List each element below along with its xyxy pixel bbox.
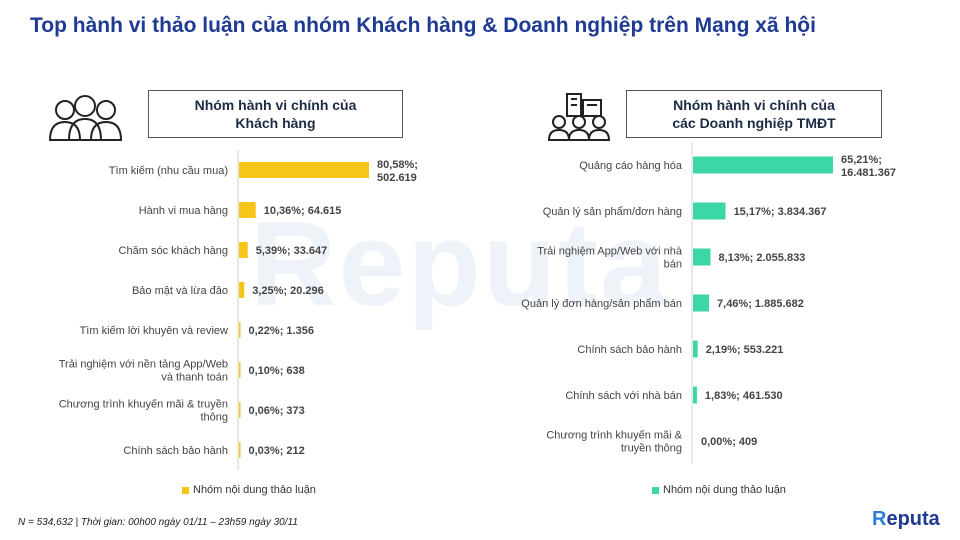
page-title: Top hành vi thảo luận của nhóm Khách hàn… (30, 14, 816, 37)
category-label: Chính sách bảo hành (123, 445, 228, 457)
business-people-icon (547, 93, 611, 141)
data-label: 8,13%; 2.055.833 (718, 252, 805, 264)
category-label: Quảng cáo hàng hóa (579, 160, 683, 172)
category-label: Trải nghiệm với nền tảng App/Web và thanh… (59, 359, 228, 384)
bar (693, 156, 833, 174)
watermark: Reputa (250, 197, 669, 331)
category-label: Quản lý đơn hàng/sản phẩm bán (521, 298, 682, 310)
business-legend: Nhóm nội dung thảo luận (652, 484, 786, 496)
reputa-logo: Reputa (872, 508, 940, 530)
business-header-text: Nhóm hành vi chính của các Doanh nghiệp … (672, 97, 836, 131)
category-label: Chăm sóc khách hàng (119, 245, 228, 257)
data-label: 7,46%; 1.885.682 (717, 298, 804, 310)
data-label: 10,36%; 64.615 (264, 205, 342, 217)
data-label: 2,19%; 553.221 (706, 344, 784, 356)
bar (239, 202, 256, 218)
data-label: 3,25%; 20.296 (252, 285, 324, 297)
data-label: 80,58%; 502.619 (377, 159, 418, 184)
bar (239, 402, 241, 418)
category-label: Bảo mật và lừa đảo (132, 285, 228, 297)
business-header-box: Nhóm hành vi chính của các Doanh nghiệp … (626, 90, 882, 138)
customer-header-box: Nhóm hành vi chính của Khách hàng (148, 90, 403, 138)
category-label: Chính sách bảo hành (577, 344, 682, 356)
business-panel: Nhóm hành vi chính của các Doanh nghiệp … (480, 70, 945, 510)
data-label: 0,06%; 373 (249, 405, 305, 417)
business-bar-chart: Quảng cáo hàng hóa 65,21%; 16.481.367 Quản … (521, 142, 896, 464)
customer-panel: Nhóm hành vi chính của Khách hàng Tìm ki… (0, 70, 465, 510)
legend-swatch (652, 486, 659, 494)
bar (239, 442, 241, 458)
bar (239, 322, 241, 338)
data-label: 0,10%; 638 (249, 365, 305, 377)
legend-label: Nhóm nội dung thảo luận (193, 484, 316, 496)
bar (693, 248, 711, 266)
customer-header-text: Nhóm hành vi chính của Khách hàng (194, 97, 357, 131)
category-label: Chương trình khuyến mãi & truyền thông (59, 399, 228, 424)
bar (239, 162, 369, 178)
bar (693, 386, 697, 404)
bar (693, 294, 710, 312)
bar (239, 362, 241, 378)
data-label: 65,21%; 16.481.367 (841, 154, 896, 179)
bar (239, 282, 245, 298)
bar (693, 202, 726, 220)
bar (693, 340, 698, 358)
data-label: 0,03%; 212 (249, 445, 305, 457)
data-label: 1,83%; 461.530 (705, 390, 783, 402)
category-label: Trải nghiệm App/Web với nhà bán (537, 246, 683, 271)
category-label: Quản lý sản phẩm/đơn hàng (543, 206, 682, 218)
category-label: Hành vi mua hàng (139, 205, 228, 217)
category-label: Chính sách với nhà bán (565, 390, 682, 402)
data-label: 5,39%; 33.647 (256, 245, 328, 257)
category-label: Chương trình khuyến mãi & truyền thông (546, 430, 682, 455)
data-label: 15,17%; 3.834.367 (734, 206, 827, 218)
legend-swatch (182, 486, 189, 494)
data-label: 0,00%; 409 (701, 436, 757, 448)
customer-legend: Nhóm nội dung thảo luận (182, 484, 316, 496)
category-label: Tìm kiếm (nhu cầu mua) (109, 165, 228, 177)
legend-label: Nhóm nội dung thảo luận (663, 484, 786, 496)
data-label: 0,22%; 1.356 (249, 325, 314, 337)
bar (239, 242, 248, 258)
footnote: N = 534,632 | Thời gian: 00h00 ngày 01/1… (18, 517, 298, 528)
customer-bar-chart: Tìm kiếm (nhu cầu mua) 80,58%; 502.619 Hành… (59, 150, 418, 470)
people-group-icon (48, 95, 123, 141)
category-label: Tìm kiếm lời khuyên và review (80, 325, 228, 337)
